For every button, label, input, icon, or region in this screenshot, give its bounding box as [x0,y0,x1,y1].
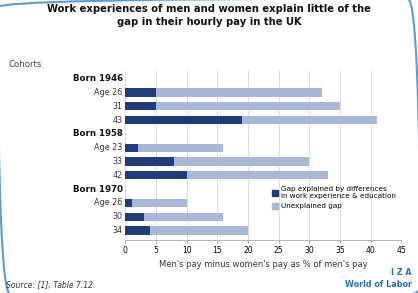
Text: Source: [1]; Table 7.12.: Source: [1]; Table 7.12. [6,280,96,289]
X-axis label: Men's pay minus women's pay as % of men's pay: Men's pay minus women's pay as % of men'… [159,260,368,269]
Bar [132,199,187,207]
Text: 30: 30 [112,212,122,221]
Bar [125,171,187,180]
Text: Work experiences of men and women explain little of the
gap in their hourly pay : Work experiences of men and women explai… [47,4,371,27]
Text: Born 1970: Born 1970 [73,185,122,194]
Bar [138,144,224,152]
Text: Born 1946: Born 1946 [72,74,122,83]
Text: Age 26: Age 26 [94,88,122,97]
Text: Age 26: Age 26 [94,198,122,207]
Text: 43: 43 [112,115,122,125]
Text: 34: 34 [112,226,122,235]
Bar [125,213,144,221]
Text: Born 1958: Born 1958 [73,130,122,138]
Bar [125,116,242,124]
Text: Cohorts: Cohorts [8,60,42,69]
Text: World of Labor: World of Labor [345,280,412,289]
Bar [144,213,224,221]
Text: Age 23: Age 23 [94,143,122,152]
Bar [156,102,340,110]
Bar [174,157,309,166]
Bar [125,226,150,235]
Legend: Gap explained by differences
in work experience & education, Unexplained gap: Gap explained by differences in work exp… [270,185,398,211]
Bar [187,171,328,180]
Text: 31: 31 [112,102,122,111]
Bar [125,102,156,110]
Bar [125,157,174,166]
Bar [150,226,248,235]
Bar [125,144,138,152]
Text: 42: 42 [112,171,122,180]
Bar [125,88,156,97]
Text: I Z A: I Z A [391,268,412,277]
Bar [125,199,132,207]
Bar [242,116,377,124]
Text: 33: 33 [112,157,122,166]
Bar [156,88,321,97]
